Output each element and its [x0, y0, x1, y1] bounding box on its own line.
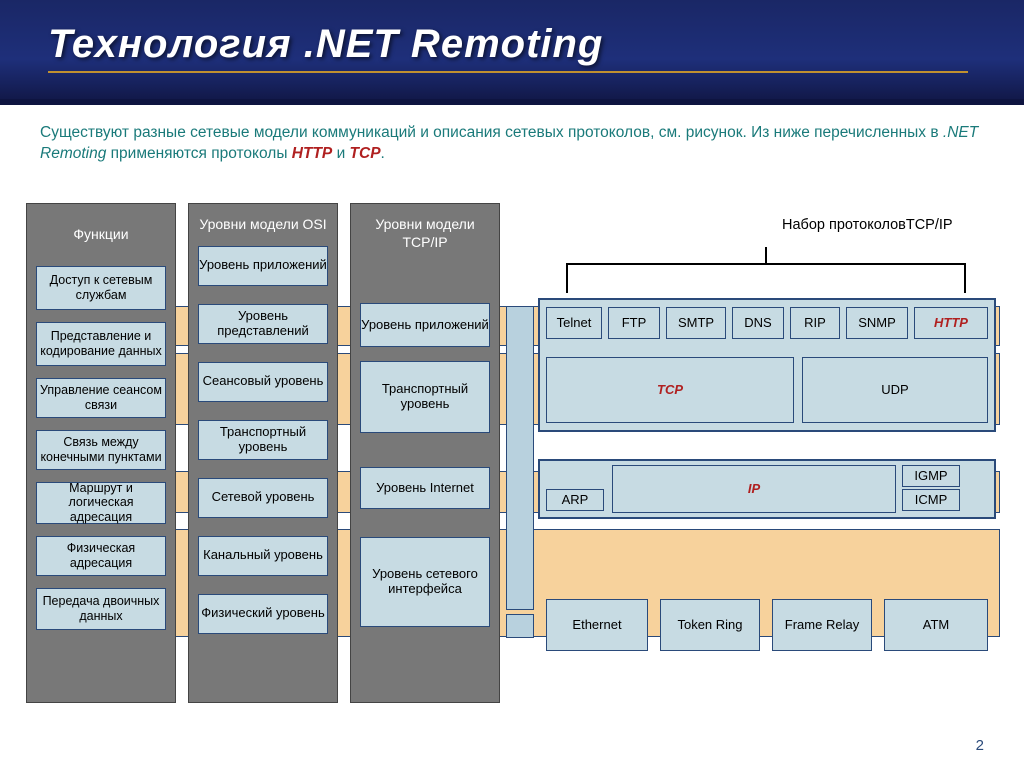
slide-title: Технология .NET Remoting: [48, 22, 968, 67]
desc-tail: .: [381, 145, 385, 162]
connector-bar: [506, 614, 534, 638]
protocol-set-label: Набор протоколовTCP/IP: [782, 217, 962, 233]
osi-layer-box: Физический уровень: [198, 594, 328, 634]
tcpip-layer-box: Уровень Internet: [360, 467, 490, 509]
proto-link-ethernet: Ethernet: [546, 599, 648, 651]
description: Существуют разные сетевые модели коммуни…: [0, 105, 1024, 175]
connector-bar: [506, 306, 534, 610]
proto-link-frame-relay: Frame Relay: [772, 599, 872, 651]
proto-app-telnet: Telnet: [546, 307, 602, 339]
desc-em-tcp: TCP: [350, 145, 381, 162]
proto-app-ftp: FTP: [608, 307, 660, 339]
desc-text-and: и: [337, 145, 350, 162]
tcpip-layer-box: Транспортный уровень: [360, 361, 490, 433]
col-functions-header: Функции: [69, 204, 132, 266]
proto-app-smtp: SMTP: [666, 307, 726, 339]
osi-layer-box: Уровень приложений: [198, 246, 328, 286]
proto-inet-ip: IP: [612, 465, 896, 513]
function-box: Маршрут и логическая адресация: [36, 482, 166, 524]
proto-inet-arp: ARP: [546, 489, 604, 511]
proto-link-atm: ATM: [884, 599, 988, 651]
osi-layer-box: Сетевой уровень: [198, 478, 328, 518]
proto-app-snmp: SNMP: [846, 307, 908, 339]
diagram: Функции Доступ к сетевым службам Представ…: [26, 203, 1000, 703]
proto-inet-igmp: IGMP: [902, 465, 960, 487]
proto-inet-icmp: ICMP: [902, 489, 960, 511]
function-box: Управление сеансом связи: [36, 378, 166, 418]
column-functions: Функции Доступ к сетевым службам Представ…: [26, 203, 176, 703]
proto-transport-tcp: TCP: [546, 357, 794, 423]
proto-link-token-ring: Token Ring: [660, 599, 760, 651]
osi-layer-box: Канальный уровень: [198, 536, 328, 576]
osi-layer-box: Транспортный уровень: [198, 420, 328, 460]
column-tcpip: Уровни модели TCP/IP: [350, 203, 500, 703]
slide-header: Технология .NET Remoting: [0, 0, 1024, 105]
osi-layer-box: Уровень представлений: [198, 304, 328, 344]
function-box: Доступ к сетевым службам: [36, 266, 166, 310]
slide: Технология .NET Remoting Существуют разн…: [0, 0, 1024, 768]
col-tcpip-header: Уровни модели TCP/IP: [351, 204, 499, 263]
bracket: [566, 263, 966, 293]
tcpip-layer-box: Уровень сетевого интерфейса: [360, 537, 490, 627]
osi-layer-box: Сеансовый уровень: [198, 362, 328, 402]
function-box: Физическая адресация: [36, 536, 166, 576]
desc-text-mid: применяются протоколы: [111, 145, 292, 162]
page-number: 2: [976, 737, 984, 754]
tcpip-layer-box: Уровень приложений: [360, 303, 490, 347]
col-osi-header: Уровни модели OSI: [195, 204, 330, 246]
proto-app-rip: RIP: [790, 307, 840, 339]
proto-transport-udp: UDP: [802, 357, 988, 423]
proto-app-http: HTTP: [914, 307, 988, 339]
desc-em-http: HTTP: [292, 145, 332, 162]
function-box: Передача двоичных данных: [36, 588, 166, 630]
function-box: Связь между конечными пунктами: [36, 430, 166, 470]
function-box: Представление и кодирование данных: [36, 322, 166, 366]
column-osi: Уровни модели OSI Уровень приложений Уров…: [188, 203, 338, 703]
desc-text: Существуют разные сетевые модели коммуни…: [40, 124, 943, 141]
bracket-stem: [765, 247, 767, 263]
proto-app-dns: DNS: [732, 307, 784, 339]
